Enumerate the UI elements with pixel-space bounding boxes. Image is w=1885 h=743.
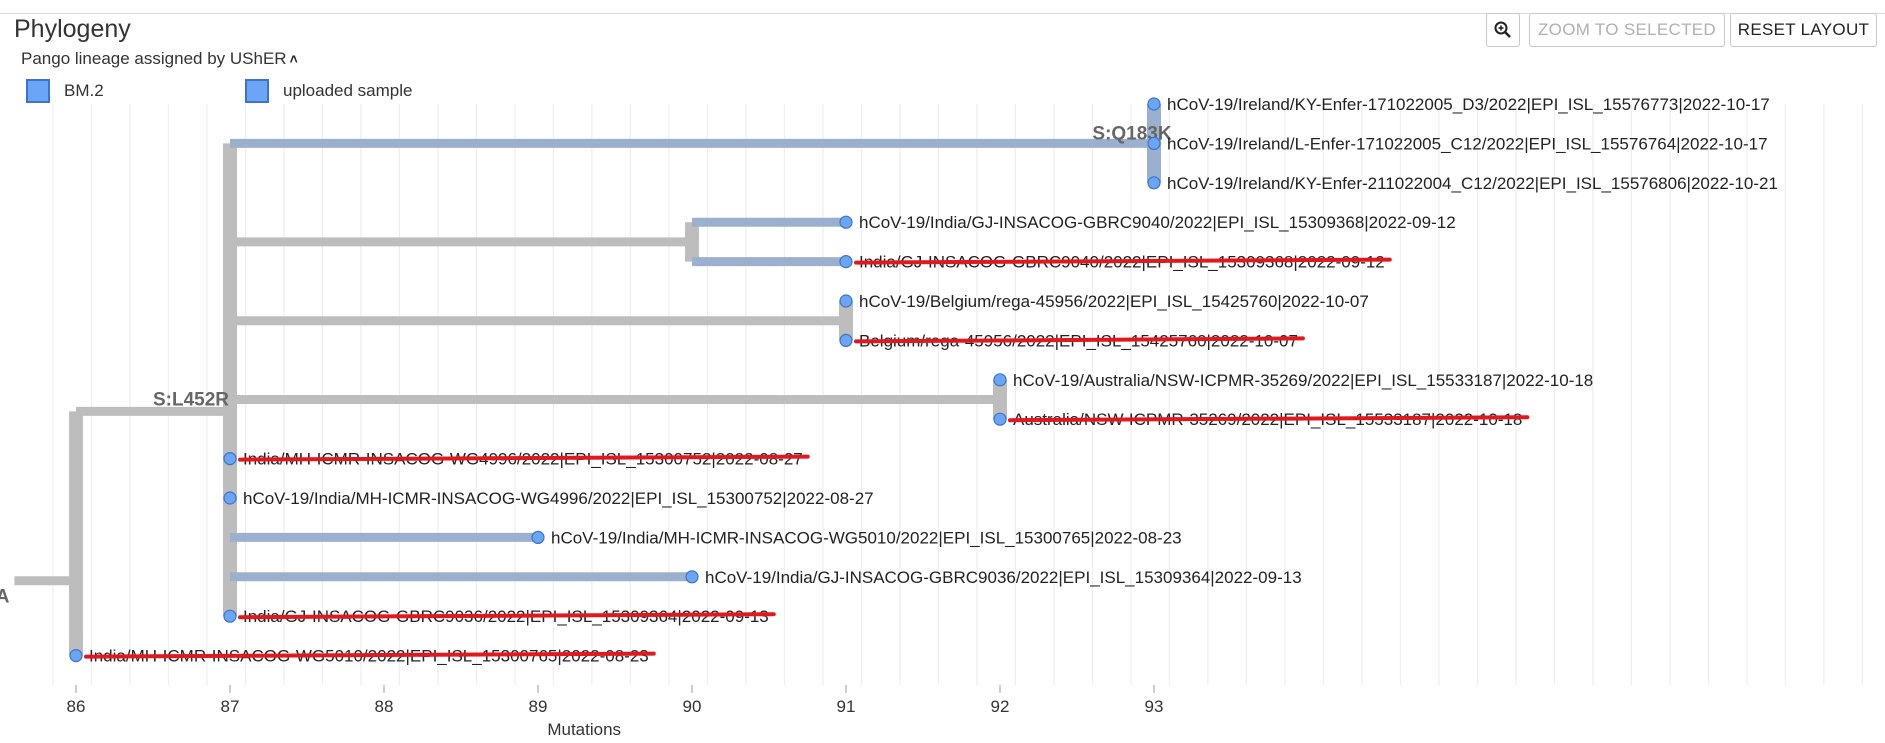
axis-tick-label: 87 [221,697,240,716]
axis-tick-label: 86 [67,697,86,716]
tip-node[interactable] [1147,97,1161,111]
tip-label[interactable]: hCoV-19/Ireland/KY-Enfer-211022004_C12/2… [1167,174,1778,193]
tip-label[interactable]: hCoV-19/India/MH-ICMR-INSACOG-WG4996/202… [243,489,874,508]
axis-tick-label: 91 [837,697,856,716]
axis-tick-label: 88 [375,697,394,716]
tip-node[interactable] [1147,176,1161,190]
legend-label: BM.2 [64,81,104,100]
axis-tick-label: 90 [683,697,702,716]
mutation-label: S:L452R [153,389,229,410]
reset-layout-button[interactable]: RESET LAYOUT [1730,13,1877,47]
chevron-up-icon: ˄ [289,51,298,67]
tip-label[interactable]: hCoV-19/India/MH-ICMR-INSACOG-WG5010/202… [551,528,1182,547]
zoom-to-selected-button[interactable]: ZOOM TO SELECTED [1529,13,1725,47]
tip-node[interactable] [223,609,237,623]
legend-title: Pango lineage assigned by UShER [21,49,287,68]
magnifier-zoom-icon [1494,21,1511,38]
strikethrough-mark [854,257,1392,265]
legend-item-bm2[interactable]: BM.2 [26,79,104,103]
axis-label: Mutations [547,720,621,739]
panel-top-border [0,13,1885,14]
legend-toggle[interactable]: Pango lineage assigned by UShER ˄ [21,49,298,69]
axis-tick-label: 92 [991,697,1010,716]
tip-node[interactable] [839,255,853,269]
tip-label[interactable]: hCoV-19/India/GJ-INSACOG-GBRC9036/2022|E… [705,568,1302,587]
tip-label[interactable]: hCoV-19/Belgium/rega-45956/2022|EPI_ISL_… [859,292,1369,311]
tip-node[interactable] [839,215,853,229]
strikethrough-mark [1008,415,1530,423]
label-layer: 8687888990919293MutationsS:Q183KS:L452RT… [0,95,1778,739]
tip-node[interactable] [685,570,699,584]
tip-node[interactable] [993,373,1007,387]
tip-node[interactable] [223,491,237,505]
strikethrough-mark [84,651,656,659]
zoom-button[interactable] [1486,13,1520,47]
strikethrough-mark [238,454,810,462]
axis-tick-label: 93 [1145,697,1164,716]
tip-node[interactable] [839,294,853,308]
branch-layer [14,104,1161,656]
tip-node[interactable] [223,452,237,466]
strikethrough-mark [238,612,776,620]
strikethrough-mark [854,336,1305,344]
mutation-label: T478A [0,586,10,607]
grid-layer [52,104,1864,685]
tip-label[interactable]: hCoV-19/Australia/NSW-ICPMR-35269/2022|E… [1013,371,1593,390]
tip-label[interactable]: hCoV-19/India/GJ-INSACOG-GBRC9040/2022|E… [859,213,1456,232]
axis-tick-label: 89 [529,697,548,716]
tip-node[interactable] [1147,136,1161,150]
legend-swatch [245,79,269,103]
panel-title: Phylogeny [14,15,131,43]
tip-node[interactable] [69,648,83,663]
legend-swatch [26,79,50,103]
legend-label: uploaded sample [283,81,413,100]
tip-label[interactable]: hCoV-19/Ireland/L-Enfer-171022005_C12/20… [1167,134,1768,153]
tip-node[interactable] [839,333,853,347]
tip-node[interactable] [993,412,1007,426]
tip-node[interactable] [531,530,545,545]
legend-item-uploaded-sample[interactable]: uploaded sample [245,79,412,103]
tip-label[interactable]: hCoV-19/Ireland/KY-Enfer-171022005_D3/20… [1167,95,1770,114]
